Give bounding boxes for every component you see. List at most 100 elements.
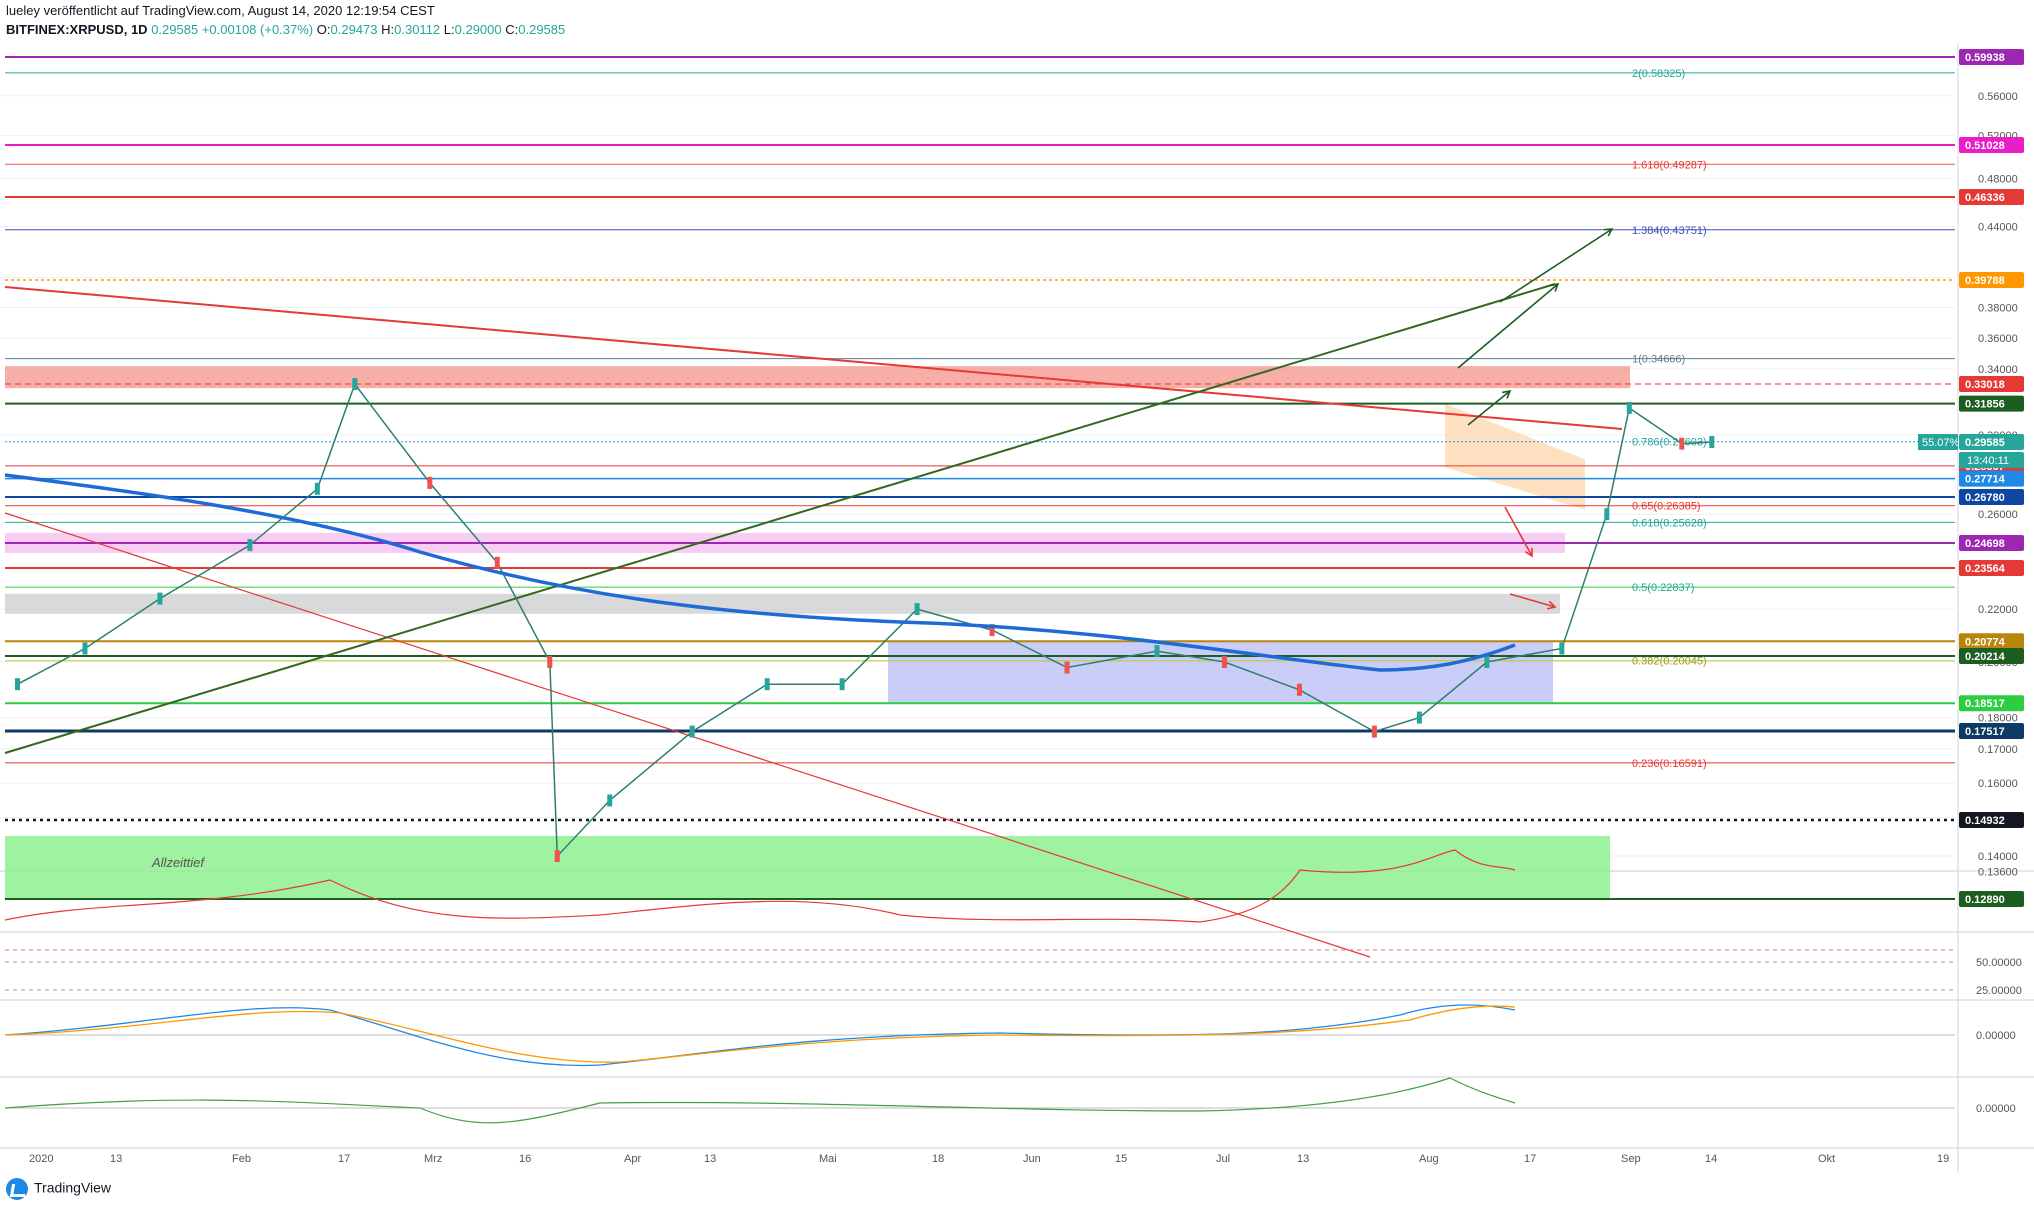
price-badge xyxy=(1959,395,2024,412)
price-badge xyxy=(1959,648,2024,664)
price-candle xyxy=(1626,401,1632,414)
price-candle xyxy=(1154,645,1160,658)
tradingview-logo-icon xyxy=(6,1178,28,1200)
price-badge-label: 0.59938 xyxy=(1965,52,2005,64)
ema200-line xyxy=(4,473,1516,672)
price-candle xyxy=(554,850,560,863)
tradingview-logo[interactable]: TradingView xyxy=(6,1178,111,1200)
price-badge-label: 0.46336 xyxy=(1965,192,2005,204)
open-label: O: xyxy=(316,22,331,37)
price-badge-label: 0.31856 xyxy=(1965,399,2005,411)
up-arrow-middle-head xyxy=(1549,282,1560,292)
blue-zone xyxy=(888,641,1553,704)
price-badge-label: 0.17517 xyxy=(1965,726,2005,738)
percent-badge xyxy=(1918,434,1958,450)
time-axis-tick: Okt xyxy=(1818,1153,1835,1165)
price-candle xyxy=(839,678,845,691)
price-candle xyxy=(82,642,88,655)
price-badge-label: 0.20774 xyxy=(1965,636,2006,648)
price-badge xyxy=(1959,534,2024,551)
fib-label: 0.5(0.22837) xyxy=(1632,582,1694,594)
time-axis-tick: Jul xyxy=(1216,1153,1230,1165)
price-candle xyxy=(689,725,695,738)
momentum-line xyxy=(4,1077,1516,1124)
price-candle xyxy=(427,476,433,489)
fib-label: 0.236(0.16591) xyxy=(1632,758,1707,770)
fib-label: 2(0.58325) xyxy=(1632,68,1685,80)
price-badge xyxy=(1959,272,2024,288)
price-badge xyxy=(1959,376,2024,392)
time-axis-tick: 13 xyxy=(1297,1153,1309,1165)
time-axis-tick: 18 xyxy=(932,1153,944,1165)
time-axis-tick: Sep xyxy=(1621,1153,1641,1165)
time-axis-tick: 17 xyxy=(338,1153,350,1165)
price-candle xyxy=(494,556,500,569)
open-value: 0.29473 xyxy=(330,22,378,37)
price-candle xyxy=(547,655,553,668)
price-axis-tick: 0.26000 xyxy=(1978,509,2018,521)
price-badge-label: 0.12890 xyxy=(1965,894,2005,906)
symbol-line: BITFINEX:XRPUSD, 1D 0.29585 +0.00108 (+0… xyxy=(6,22,565,37)
price-change: +0.00108 (+0.37%) xyxy=(201,22,314,37)
price-badge xyxy=(1959,434,2024,450)
time-axis-tick: 13 xyxy=(110,1153,122,1165)
price-candle xyxy=(1064,661,1070,674)
fib-label: 0.786(0.29603) xyxy=(1632,437,1707,449)
price-badge xyxy=(1959,633,2024,650)
price-badge xyxy=(1959,560,2024,576)
price-line xyxy=(17,382,1712,858)
red-downtrend-line xyxy=(4,286,1623,430)
price-candle xyxy=(607,794,613,807)
price-candle xyxy=(1679,437,1685,450)
macd-signal-line xyxy=(4,1005,1516,1063)
brand-name: TradingView xyxy=(34,1179,112,1196)
time-axis-tick: 17 xyxy=(1524,1153,1536,1165)
symbol-name[interactable]: BITFINEX:XRPUSD, 1D xyxy=(6,22,148,37)
time-axis-tick: 15 xyxy=(1115,1153,1127,1165)
price-badge xyxy=(1959,137,2024,153)
fib-label: 0.382(0.20045) xyxy=(1632,656,1707,668)
rsi-axis-tick: 50.00000 xyxy=(1976,957,2022,969)
price-candle xyxy=(1559,642,1565,655)
price-badge-label: 0.18517 xyxy=(1965,698,2005,710)
wedge-zone xyxy=(1445,403,1585,510)
price-candle xyxy=(157,592,163,605)
price-candle xyxy=(352,378,358,391)
up-arrow-middle xyxy=(1457,283,1559,369)
low-label: L: xyxy=(443,22,455,37)
grey-zone xyxy=(5,593,1560,614)
up-arrow-lower-head xyxy=(1501,389,1512,399)
price-candle xyxy=(314,482,320,495)
price-axis-tick: 0.13600 xyxy=(1978,867,2018,879)
price-axis-tick: 0.18000 xyxy=(1978,713,2018,725)
price-badge-label: 0.33018 xyxy=(1965,379,2005,391)
price-axis-tick: 0.17000 xyxy=(1978,744,2018,756)
price-candle xyxy=(1604,508,1610,521)
price-axis-tick: 0.16000 xyxy=(1978,778,2018,790)
price-badge-label: 0.29585 xyxy=(1965,437,2005,449)
time-axis-tick: 14 xyxy=(1705,1153,1717,1165)
low-value: 0.29000 xyxy=(454,22,502,37)
price-badge xyxy=(1959,189,2024,205)
green-zone xyxy=(5,836,1610,899)
time-axis-tick: Aug xyxy=(1419,1153,1439,1165)
time-axis-tick: Apr xyxy=(624,1153,641,1165)
price-badge xyxy=(1959,49,2024,65)
price-badge xyxy=(1959,695,2024,712)
price-badge xyxy=(1959,470,2024,487)
chart-footer: TradingView xyxy=(0,1172,2034,1206)
price-badge xyxy=(1959,891,2024,907)
momentum-axis-tick: 0.00000 xyxy=(1976,1103,2016,1115)
price-badge-label: 0.39788 xyxy=(1965,275,2005,287)
macd-line xyxy=(4,1004,1516,1067)
fib-label: 1.618(0.49287) xyxy=(1632,159,1707,171)
price-axis-tick: 0.22000 xyxy=(1978,604,2018,616)
green-uptrend-line xyxy=(4,283,1556,754)
fib-label: 1(0.34666) xyxy=(1632,354,1685,366)
macd-axis-tick: 0.00000 xyxy=(1976,1030,2016,1042)
high-label: H: xyxy=(381,22,395,37)
price-chart[interactable]: 2(0.58325) 1.618(0.49287) 1.384(0.43751) 1(… xyxy=(0,44,2034,1172)
price-candle xyxy=(914,603,920,616)
rsi-line xyxy=(4,849,1516,923)
time-axis-tick: Feb xyxy=(232,1153,251,1165)
